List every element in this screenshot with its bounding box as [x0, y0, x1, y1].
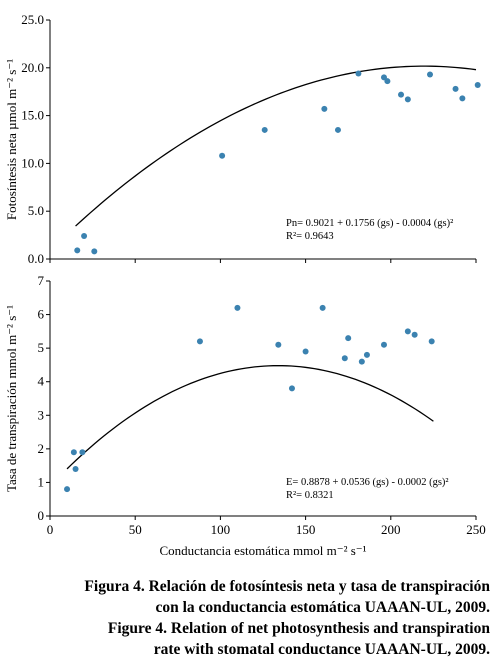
- figure-caption: Figura 4. Relación de fotosíntesis neta …: [0, 576, 490, 660]
- data-point: [74, 247, 81, 254]
- data-point: [70, 449, 77, 456]
- data-point: [345, 335, 352, 342]
- data-point: [380, 74, 387, 81]
- data-point: [81, 233, 88, 240]
- data-point: [459, 95, 466, 102]
- caption-es-line2: con la conductancia estomática UAAAN-UL,…: [155, 599, 490, 616]
- x-tick-label: 0: [47, 522, 54, 537]
- caption-en-line2: rate with stomatal conductance UAAAN-UL,…: [153, 641, 490, 658]
- data-point: [404, 328, 411, 335]
- x-tick-label: 200: [381, 522, 401, 537]
- photosynthesis-chart: 0.0 5.0 10.0 15.0 20.0 25.0 Fotosíntesis neta …: [4, 12, 481, 266]
- regression-equation: E= 0.8878 + 0.0536 (gs) - 0.0002 (gs)²: [286, 477, 449, 488]
- data-point: [72, 466, 79, 472]
- regression-equation: Pn= 0.9021 + 0.1756 (gs) - 0.0004 (gs)²: [286, 218, 453, 229]
- data-point: [363, 351, 370, 358]
- y-tick-label: 1: [38, 474, 45, 489]
- r-squared-label: R²= 0.9643: [286, 231, 334, 242]
- data-point: [384, 78, 391, 85]
- data-point: [398, 91, 405, 98]
- y-tick-label: 15.0: [21, 108, 44, 123]
- data-point: [275, 341, 282, 348]
- x-tick-label: 250: [466, 522, 486, 537]
- data-point: [452, 85, 459, 92]
- data-point: [321, 105, 328, 112]
- data-point: [334, 126, 341, 133]
- y-axis-title: Fotosíntesis neta µmol m⁻² s⁻¹: [4, 59, 19, 220]
- data-point: [358, 358, 365, 365]
- data-point: [91, 248, 98, 255]
- caption-en-line1: Figure 4. Relation of net photosynthesis…: [107, 620, 490, 637]
- data-point: [341, 355, 348, 362]
- data-point: [428, 338, 435, 345]
- x-tick-label: 50: [129, 522, 142, 537]
- data-point: [474, 82, 481, 89]
- data-point: [79, 449, 86, 456]
- data-point: [64, 486, 71, 493]
- data-point: [219, 152, 226, 159]
- data-point: [196, 338, 203, 345]
- fit-curve: [66, 364, 434, 470]
- data-point: [234, 304, 241, 311]
- data-point: [404, 96, 411, 103]
- data-point: [411, 331, 418, 338]
- data-point: [319, 304, 326, 311]
- y-tick-label: 0.0: [28, 251, 44, 266]
- data-point: [380, 341, 387, 348]
- fit-curve: [75, 65, 477, 227]
- caption-es-line1: Figura 4. Relación de fotosíntesis neta …: [84, 578, 490, 595]
- y-tick-label: 5: [38, 340, 45, 355]
- y-tick-label: 5.0: [28, 203, 44, 218]
- r-squared-label: R²= 0.8321: [286, 490, 334, 501]
- y-tick-label: 0: [38, 508, 45, 523]
- y-tick-label: 10.0: [21, 155, 44, 170]
- transpiration-chart: 0 1 2 3 4 5 6 7 0 50 100 150 200 250 Tasa de transpira…: [4, 273, 486, 558]
- y-tick-label: 3: [38, 407, 45, 422]
- y-tick-label: 7: [38, 273, 45, 288]
- y-axis-title: Tasa de transpiración mmol m⁻² s⁻¹: [4, 305, 19, 492]
- x-tick-label: 150: [296, 522, 316, 537]
- data-point: [288, 385, 295, 392]
- data-point: [426, 71, 433, 78]
- y-tick-label: 6: [38, 307, 45, 322]
- x-axis-title: Conductancia estomática mmol m⁻² s⁻¹: [159, 543, 366, 558]
- y-tick-label: 4: [38, 374, 45, 389]
- data-point: [355, 70, 362, 77]
- data-point: [302, 348, 309, 355]
- data-point: [261, 126, 268, 133]
- y-tick-label: 25.0: [21, 12, 44, 27]
- y-tick-label: 20.0: [21, 60, 44, 75]
- x-tick-label: 100: [211, 522, 231, 537]
- y-tick-label: 2: [38, 441, 45, 456]
